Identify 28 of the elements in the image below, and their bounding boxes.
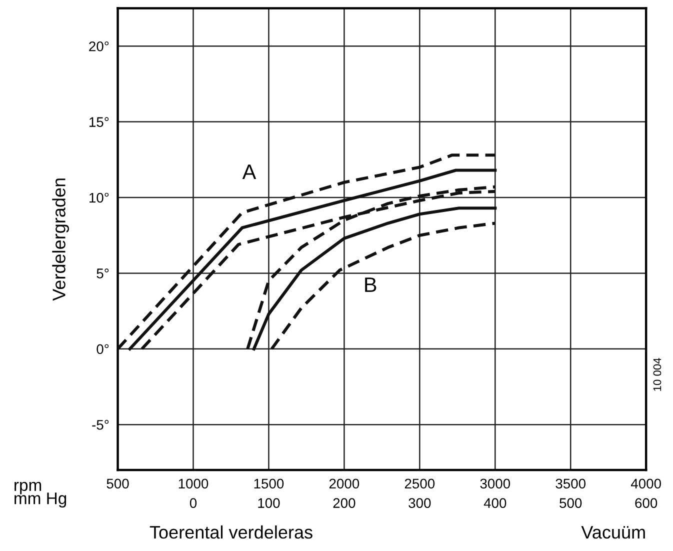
x-tick-label: 2500 bbox=[404, 478, 435, 489]
x-tick-label: 2000 bbox=[329, 478, 360, 489]
y-tick-label: 10° bbox=[90, 192, 109, 203]
x2-tick-label: 600 bbox=[635, 498, 658, 508]
annotation: B bbox=[365, 278, 376, 292]
text: 10 004 bbox=[653, 358, 662, 391]
x-tick-label: 3500 bbox=[556, 478, 586, 489]
x-tick-label: 1000 bbox=[178, 478, 208, 489]
y-tick-label: -5° bbox=[92, 420, 109, 430]
x2-tick-label: 100 bbox=[258, 498, 280, 508]
y-axis-title: Verdelergraden bbox=[52, 178, 69, 301]
x2-axis-title: Vacuüm bbox=[581, 526, 645, 539]
y-tick-label: 20° bbox=[89, 41, 109, 52]
x-axis-title: Toerental verdeleras bbox=[150, 525, 312, 539]
annotation: A bbox=[242, 164, 256, 179]
x2-tick-label: 200 bbox=[333, 498, 356, 508]
x-tick-label: 3000 bbox=[480, 478, 510, 489]
y-tick-label: 15° bbox=[90, 117, 109, 127]
x2-tick-label: 400 bbox=[484, 498, 506, 508]
x2-tick-label: 500 bbox=[560, 498, 582, 508]
x-tick-label: 500 bbox=[106, 478, 129, 489]
x2-tick-label: 0 bbox=[190, 498, 197, 508]
text: rpm bbox=[14, 482, 42, 494]
x-tick-label: 4000 bbox=[630, 478, 661, 489]
x2-tick-label: 300 bbox=[408, 498, 431, 508]
y-tick-label: 5° bbox=[96, 268, 109, 278]
x-tick-label: 1500 bbox=[254, 478, 284, 489]
y-tick-label: 0° bbox=[96, 344, 109, 354]
